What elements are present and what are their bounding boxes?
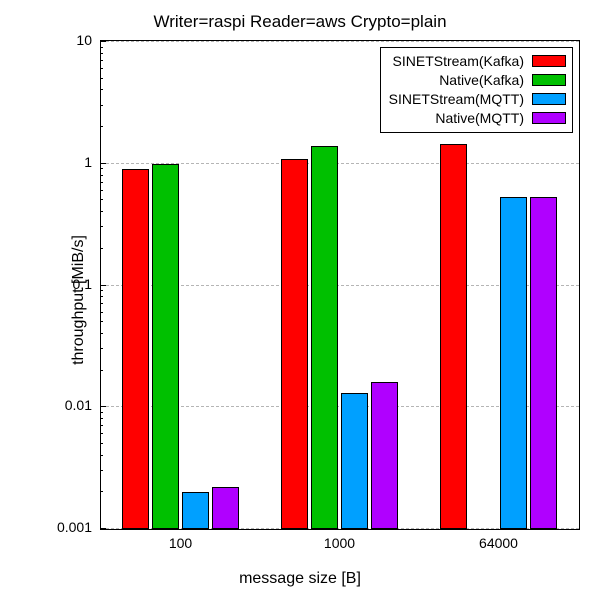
y-minor-tick xyxy=(100,312,103,313)
y-minor-tick xyxy=(100,175,103,176)
y-tick-mark xyxy=(100,406,106,407)
y-tick-mark xyxy=(100,163,106,164)
legend: SINETStream(Kafka)Native(Kafka)SINETStre… xyxy=(380,47,573,133)
legend-swatch xyxy=(532,93,566,105)
y-tick-labels: 0.0010.010.1110 xyxy=(0,40,96,530)
y-minor-tick xyxy=(100,248,103,249)
y-minor-tick xyxy=(100,491,103,492)
legend-item: SINETStream(Kafka) xyxy=(389,52,566,71)
y-minor-tick xyxy=(100,455,103,456)
legend-label: Native(Kafka) xyxy=(439,71,524,90)
bar xyxy=(341,393,368,529)
y-minor-tick xyxy=(100,68,103,69)
y-tick-label: 10 xyxy=(22,32,92,48)
legend-item: SINETStream(MQTT) xyxy=(389,90,566,109)
legend-label: Native(MQTT) xyxy=(435,109,524,128)
legend-swatch xyxy=(532,55,566,67)
bar xyxy=(500,197,527,529)
bar xyxy=(311,146,338,529)
y-minor-tick xyxy=(100,226,103,227)
y-minor-tick xyxy=(100,211,103,212)
y-minor-tick xyxy=(100,168,103,169)
grid-line xyxy=(101,41,579,42)
bar xyxy=(530,197,557,529)
bar xyxy=(281,159,308,529)
y-minor-tick xyxy=(100,60,103,61)
y-tick-mark xyxy=(100,528,106,529)
legend-swatch xyxy=(532,74,566,86)
y-minor-tick xyxy=(100,418,103,419)
legend-swatch xyxy=(532,112,566,124)
y-tick-label: 0.1 xyxy=(22,276,92,292)
y-minor-tick xyxy=(100,333,103,334)
bar xyxy=(371,382,398,529)
plot-area: SINETStream(Kafka)Native(Kafka)SINETStre… xyxy=(100,40,580,530)
y-minor-tick xyxy=(100,182,103,183)
y-minor-tick xyxy=(100,78,103,79)
y-minor-tick xyxy=(100,321,103,322)
x-tick-label: 64000 xyxy=(479,535,518,551)
legend-item: Native(Kafka) xyxy=(389,71,566,90)
x-tick-label: 1000 xyxy=(324,535,355,551)
chart-title: Writer=raspi Reader=aws Crypto=plain xyxy=(0,12,600,32)
x-tick-label: 100 xyxy=(169,535,192,551)
y-minor-tick xyxy=(100,470,103,471)
y-minor-tick xyxy=(100,303,103,304)
y-minor-tick xyxy=(100,348,103,349)
y-minor-tick xyxy=(100,296,103,297)
y-tick-label: 0.01 xyxy=(22,397,92,413)
y-minor-tick xyxy=(100,370,103,371)
bar xyxy=(152,164,179,529)
y-tick-mark xyxy=(100,285,106,286)
y-minor-tick xyxy=(100,47,103,48)
x-axis-label: message size [B] xyxy=(0,570,600,588)
y-tick-label: 1 xyxy=(22,154,92,170)
y-minor-tick xyxy=(100,190,103,191)
legend-label: SINETStream(Kafka) xyxy=(393,52,524,71)
y-tick-label: 0.001 xyxy=(22,519,92,535)
y-minor-tick xyxy=(100,412,103,413)
y-minor-tick xyxy=(100,433,103,434)
legend-item: Native(MQTT) xyxy=(389,109,566,128)
bar xyxy=(212,487,239,529)
y-minor-tick xyxy=(100,105,103,106)
legend-label: SINETStream(MQTT) xyxy=(389,90,524,109)
chart-container: Writer=raspi Reader=aws Crypto=plain thr… xyxy=(0,0,600,600)
bar xyxy=(182,492,209,529)
y-minor-tick xyxy=(100,199,103,200)
y-minor-tick xyxy=(100,290,103,291)
y-tick-mark xyxy=(100,41,106,42)
y-minor-tick xyxy=(100,89,103,90)
y-minor-tick xyxy=(100,126,103,127)
bar xyxy=(122,169,149,529)
y-minor-tick xyxy=(100,443,103,444)
y-minor-tick xyxy=(100,53,103,54)
bar xyxy=(440,144,467,529)
y-minor-tick xyxy=(100,425,103,426)
